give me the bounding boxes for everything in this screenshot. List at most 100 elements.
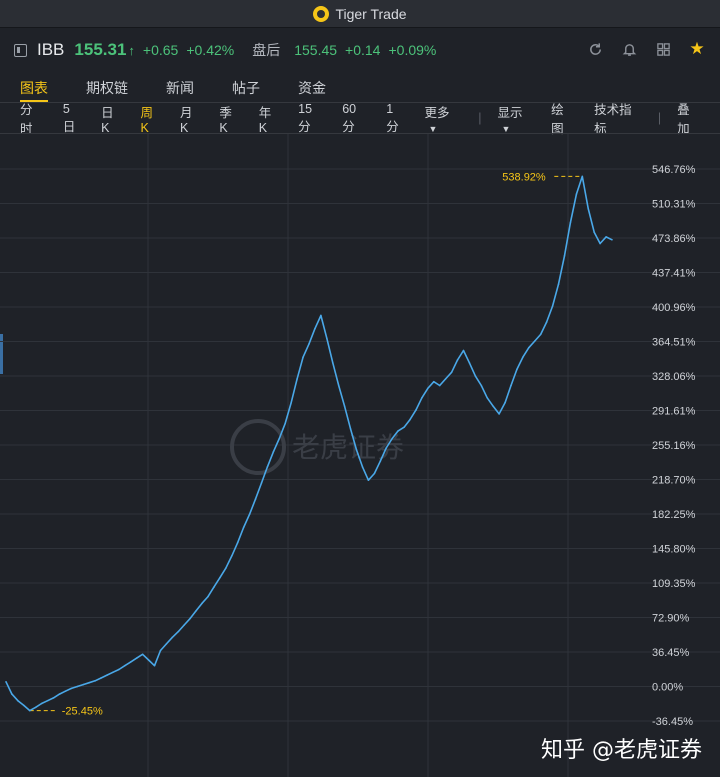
data-point: [492, 405, 494, 408]
data-point: [5, 680, 7, 683]
data-point: [385, 447, 388, 449]
data-point: [551, 305, 554, 307]
period-daily[interactable]: 日K: [101, 105, 114, 135]
price-change-pct: +0.42%: [186, 42, 235, 58]
tab-news[interactable]: 新闻: [166, 80, 194, 96]
star-icon[interactable]: ★: [689, 39, 705, 58]
data-point: [397, 430, 399, 432]
data-point: [52, 697, 55, 699]
period-weekly[interactable]: 周K: [140, 105, 154, 135]
period-15min[interactable]: 15分: [298, 101, 313, 134]
y-tick-label: 328.06%: [652, 371, 696, 383]
chart-edge-marker: [0, 334, 3, 374]
data-point: [373, 472, 376, 475]
y-tick-label: -36.45%: [652, 716, 693, 728]
panel-toggle-icon[interactable]: [14, 43, 27, 57]
app-title: Tiger Trade: [335, 5, 407, 22]
data-point: [367, 479, 370, 481]
data-point: [141, 653, 144, 656]
display-dropdown[interactable]: 显示 ▼: [497, 102, 529, 135]
tiger-logo-icon: [313, 5, 330, 22]
data-point: [11, 693, 13, 695]
data-point: [254, 498, 257, 500]
y-tick-label: 109.35%: [652, 578, 696, 590]
title-bar: Tiger Trade: [0, 0, 720, 28]
data-point: [147, 659, 150, 661]
y-tick-label: 145.80%: [652, 544, 696, 556]
data-point: [64, 690, 67, 693]
data-point: [135, 657, 138, 659]
data-point: [575, 193, 578, 196]
data-point: [510, 384, 512, 387]
data-point: [201, 602, 203, 605]
tab-funds[interactable]: 资金: [298, 80, 326, 96]
data-point: [106, 674, 108, 676]
y-tick-label: 36.45%: [652, 647, 690, 659]
tab-options-chain[interactable]: 期权链: [86, 80, 128, 96]
toolbar-divider-line: [0, 133, 720, 134]
after-hours-price: 155.45: [294, 42, 338, 58]
y-tick-label: 364.51%: [652, 336, 696, 348]
chart-svg: 老虎证券 546.76% 510.31% 473.86% 437.41% 400.96%…: [0, 134, 720, 777]
data-point: [480, 384, 483, 387]
indicators-button[interactable]: 技术指标: [594, 103, 632, 136]
main-tabs: 图表 期权链 新闻 帖子 资金: [0, 72, 720, 102]
period-monthly[interactable]: 月K: [179, 105, 193, 135]
quote-actions: ★: [586, 39, 706, 58]
data-point: [189, 617, 191, 620]
period-quarterly[interactable]: 季K: [219, 105, 232, 135]
data-point: [355, 449, 358, 451]
period-60min[interactable]: 60分: [342, 101, 357, 134]
data-point: [349, 428, 352, 430]
last-price: 155.31: [74, 40, 127, 59]
draw-button[interactable]: 绘图: [551, 103, 564, 136]
period-intraday[interactable]: 分时: [20, 103, 33, 136]
refresh-icon[interactable]: [586, 40, 604, 58]
grid-icon[interactable]: [654, 40, 672, 58]
more-dropdown[interactable]: 更多 ▼: [425, 102, 457, 135]
more-label: 更多: [424, 105, 450, 120]
data-point: [444, 378, 447, 380]
data-point: [599, 242, 601, 245]
bell-icon[interactable]: [620, 40, 638, 58]
up-arrow-icon: ↑: [128, 42, 135, 58]
data-point: [195, 609, 197, 612]
data-point: [403, 426, 405, 428]
data-point: [165, 643, 168, 645]
data-point: [611, 238, 613, 241]
data-point: [361, 466, 364, 468]
overlay-button[interactable]: 叠加: [677, 103, 690, 136]
after-hours-change: +0.14: [345, 42, 381, 58]
toolbar-divider: |: [657, 111, 662, 125]
data-point: [539, 333, 542, 336]
data-point: [23, 704, 25, 707]
y-tick-label: 546.76%: [652, 164, 696, 176]
price-chart[interactable]: 老虎证券 546.76% 510.31% 473.86% 437.41% 400.96%…: [0, 134, 720, 777]
period-5day[interactable]: 5日: [62, 101, 76, 134]
data-point: [296, 378, 298, 380]
data-point: [225, 567, 227, 569]
data-point: [94, 680, 96, 682]
data-point: [242, 526, 245, 529]
period-yearly[interactable]: 年K: [258, 105, 272, 135]
data-point: [124, 664, 126, 667]
after-hours-label: 盘后: [252, 42, 281, 58]
watermark-text: 老虎证券: [292, 431, 404, 464]
data-point: [278, 437, 281, 440]
y-tick-label: 72.90%: [652, 613, 690, 625]
data-point: [421, 397, 423, 399]
tab-chart[interactable]: 图表: [20, 72, 48, 102]
period-1min[interactable]: 1分: [386, 101, 399, 134]
footer-credit: 知乎 @老虎证券: [541, 738, 702, 763]
data-point: [290, 401, 292, 404]
data-point: [302, 356, 304, 358]
y-tick-label: 473.86%: [652, 233, 696, 245]
tab-posts[interactable]: 帖子: [232, 80, 260, 96]
data-point: [498, 413, 500, 415]
caret-down-icon: ▼: [428, 123, 438, 134]
data-point: [504, 401, 506, 404]
data-point: [587, 207, 590, 210]
data-point: [343, 405, 346, 408]
data-point: [40, 702, 43, 705]
data-point: [308, 343, 310, 345]
